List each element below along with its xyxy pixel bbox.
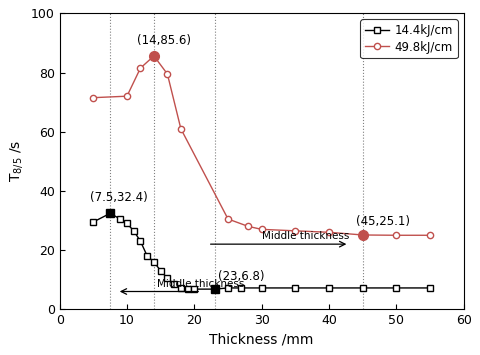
49.8kJ/cm: [225, 217, 231, 221]
Text: (7.5,32.4): (7.5,32.4): [90, 191, 148, 204]
49.8kJ/cm: [292, 229, 298, 233]
49.8kJ/cm: [259, 227, 264, 231]
49.8kJ/cm: [165, 72, 170, 76]
14.4kJ/cm: [259, 286, 264, 290]
49.8kJ/cm: [394, 233, 399, 237]
14.4kJ/cm: [326, 286, 332, 290]
14.4kJ/cm: [171, 282, 177, 286]
14.4kJ/cm: [225, 286, 231, 290]
14.4kJ/cm: [427, 286, 433, 290]
Text: (23,6.8): (23,6.8): [218, 269, 264, 283]
14.4kJ/cm: [118, 217, 123, 221]
14.4kJ/cm: [165, 276, 170, 280]
14.4kJ/cm: [151, 260, 157, 264]
Line: 49.8kJ/cm: 49.8kJ/cm: [90, 53, 433, 239]
49.8kJ/cm: [178, 127, 184, 131]
14.4kJ/cm: [158, 269, 164, 273]
49.8kJ/cm: [326, 230, 332, 234]
49.8kJ/cm: [138, 66, 144, 70]
14.4kJ/cm: [90, 220, 96, 224]
14.4kJ/cm: [138, 239, 144, 243]
Text: Middle thickness: Middle thickness: [157, 279, 245, 289]
Text: (45,25.1): (45,25.1): [356, 215, 410, 228]
49.8kJ/cm: [90, 95, 96, 100]
14.4kJ/cm: [239, 286, 244, 290]
Line: 14.4kJ/cm: 14.4kJ/cm: [90, 210, 433, 292]
14.4kJ/cm: [185, 286, 191, 291]
Y-axis label: T$_{8/5}$ /s: T$_{8/5}$ /s: [8, 140, 25, 182]
Text: (14,85.6): (14,85.6): [137, 34, 191, 47]
14.4kJ/cm: [212, 287, 217, 291]
49.8kJ/cm: [427, 233, 433, 237]
49.8kJ/cm: [245, 224, 251, 229]
Text: Middle thickness: Middle thickness: [262, 231, 349, 241]
14.4kJ/cm: [178, 286, 184, 290]
14.4kJ/cm: [144, 254, 150, 258]
14.4kJ/cm: [394, 286, 399, 290]
14.4kJ/cm: [124, 221, 130, 225]
Legend: 14.4kJ/cm, 49.8kJ/cm: 14.4kJ/cm, 49.8kJ/cm: [360, 19, 458, 58]
14.4kJ/cm: [192, 287, 197, 291]
14.4kJ/cm: [360, 286, 366, 290]
49.8kJ/cm: [360, 233, 366, 237]
49.8kJ/cm: [151, 54, 157, 58]
14.4kJ/cm: [131, 229, 137, 233]
14.4kJ/cm: [107, 211, 113, 215]
49.8kJ/cm: [124, 94, 130, 98]
X-axis label: Thickness /mm: Thickness /mm: [209, 333, 314, 347]
14.4kJ/cm: [292, 286, 298, 290]
